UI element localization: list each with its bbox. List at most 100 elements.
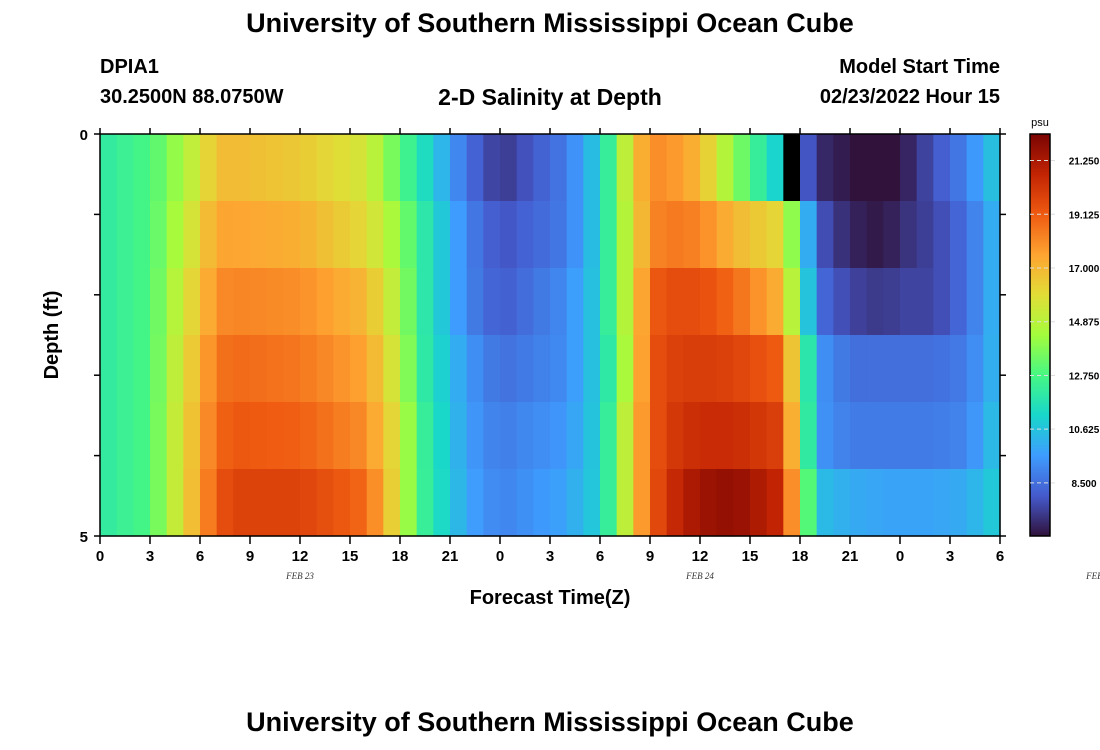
heatmap-cell (733, 469, 751, 537)
heatmap-cell (550, 268, 568, 336)
heatmap-cell (833, 134, 851, 202)
heatmap-cell (983, 469, 1001, 537)
heatmap-cell (650, 469, 668, 537)
salinity-heatmap-chart: 0 3 6 9 12 15 18 21 0 3 6 9 12 15 18 21 0 3 6 05 FEB 23 FEB… (41, 117, 1100, 609)
heatmap-cell (483, 268, 501, 336)
heatmap-cell (116, 201, 134, 269)
heatmap-cell (616, 469, 634, 537)
heatmap-cell (400, 134, 418, 202)
heatmap-cell (566, 134, 584, 202)
heatmap-cell (566, 402, 584, 470)
heatmap-cell (766, 335, 784, 403)
colorbar (1029, 133, 1051, 537)
heatmap-cell (850, 402, 868, 470)
heatmap-cell (133, 469, 151, 537)
heatmap-cell (383, 134, 401, 202)
heatmap-cell (483, 335, 501, 403)
heatmap-cell (400, 402, 418, 470)
heatmap-cell (566, 335, 584, 403)
heatmap-cell (283, 335, 301, 403)
x-tick-label: 9 (246, 548, 254, 565)
heatmap-cell (516, 402, 534, 470)
heatmap-cell (800, 201, 818, 269)
heatmap-cell (366, 201, 384, 269)
heatmap-cell (383, 201, 401, 269)
heatmap-cell (700, 402, 718, 470)
heatmap-cell (516, 268, 534, 336)
heatmap-cell (333, 402, 351, 470)
heatmap-cell (733, 201, 751, 269)
heatmap-cell (166, 201, 184, 269)
heatmap-cell (983, 268, 1001, 336)
heatmap-cell (683, 134, 701, 202)
heatmap-cell (100, 201, 118, 269)
heatmap-cell (483, 201, 501, 269)
heatmap-cell (350, 201, 368, 269)
colorbar-tick-label: 19.125 (1069, 210, 1100, 221)
heatmap-cell (650, 268, 668, 336)
x-axis-label: Forecast Time(Z) (470, 587, 631, 609)
heatmap-cell (700, 469, 718, 537)
heatmap-cell (416, 268, 434, 336)
heatmap-cell (400, 469, 418, 537)
heatmap-cell (383, 335, 401, 403)
heatmap-cell (800, 335, 818, 403)
heatmap-cell (866, 134, 884, 202)
heatmap-cell (533, 134, 551, 202)
chart-title: 2-D Salinity at Depth (438, 84, 662, 110)
heatmap-cell (183, 469, 201, 537)
heatmap-cell (816, 335, 834, 403)
heatmap-cell (283, 469, 301, 537)
heatmap-cell (833, 268, 851, 336)
heatmap-cell (233, 335, 251, 403)
heatmap-cell (166, 469, 184, 537)
heatmap-cell (750, 134, 768, 202)
heatmap-cell (366, 134, 384, 202)
heatmap-cell (800, 268, 818, 336)
heatmap-cell (183, 335, 201, 403)
heatmap-cell (733, 402, 751, 470)
heatmap-cell (533, 402, 551, 470)
heatmap-cell (233, 268, 251, 336)
heatmap-cell (650, 335, 668, 403)
heatmap-cell (783, 134, 801, 202)
heatmap-cell (666, 402, 684, 470)
heatmap-cell (900, 335, 918, 403)
heatmap-cell (583, 335, 601, 403)
heatmap-cell (316, 402, 334, 470)
model-start-value: 02/23/2022 Hour 15 (819, 86, 1000, 108)
heatmap-cell (166, 402, 184, 470)
heatmap-cell (716, 335, 734, 403)
heatmap-cell (966, 469, 984, 537)
heatmap-cell (633, 469, 651, 537)
heatmap-cell (266, 201, 284, 269)
heatmap-cell (283, 134, 301, 202)
heatmap-cell (750, 201, 768, 269)
heatmap-cell (300, 402, 318, 470)
heatmap-cell (183, 201, 201, 269)
heatmap-cell (716, 134, 734, 202)
heatmap-cell (550, 402, 568, 470)
heatmap-cell (916, 335, 934, 403)
heatmap-cell (366, 402, 384, 470)
heatmap-cell (333, 469, 351, 537)
heatmap-cell (100, 469, 118, 537)
heatmap-cell (100, 335, 118, 403)
heatmap-cell (450, 134, 468, 202)
heatmap-cell (200, 402, 218, 470)
heatmap-cell (266, 469, 284, 537)
heatmap-cell (433, 201, 451, 269)
heatmap-cell (866, 402, 884, 470)
heatmap-cell (150, 134, 168, 202)
heatmap-cell (400, 268, 418, 336)
colorbar-tick-label: 10.625 (1069, 425, 1100, 436)
heatmap-cell (616, 201, 634, 269)
station-coordinates: 30.2500N 88.0750W (100, 86, 284, 108)
heatmap-cell (433, 402, 451, 470)
heatmap-cell (216, 335, 234, 403)
x-tick-label: 12 (692, 548, 709, 565)
heatmap-cell (666, 134, 684, 202)
heatmap-cell (883, 335, 901, 403)
heatmap-cell (350, 134, 368, 202)
heatmap-cell (133, 134, 151, 202)
